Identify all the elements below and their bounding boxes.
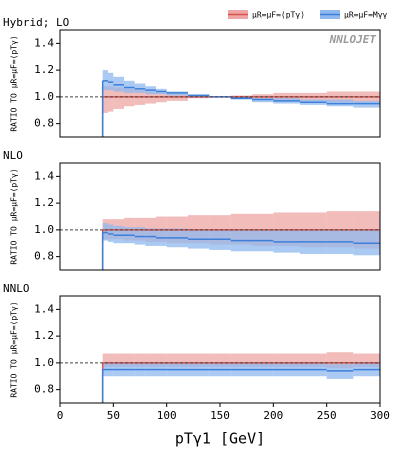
legend-label: μR=μF=Mγγ xyxy=(344,11,388,20)
uncertainty-band xyxy=(145,353,156,367)
y-axis-label: RATIO TO μR=μF=⟨pTγ⟩ xyxy=(10,35,19,131)
x-tick-label: 200 xyxy=(263,409,283,422)
panel-title: Hybrid; LO xyxy=(3,16,69,29)
uncertainty-band xyxy=(156,353,167,367)
uncertainty-band xyxy=(124,353,135,367)
uncertainty-band xyxy=(102,86,108,113)
uncertainty-band xyxy=(113,87,124,109)
uncertainty-band xyxy=(102,353,108,367)
x-axis-label: pTγ1 [GeV] xyxy=(175,430,265,448)
x-tick-label: 0 xyxy=(57,409,64,422)
y-tick-label: 0.8 xyxy=(34,117,54,130)
y-tick-label: 1.0 xyxy=(34,90,54,103)
y-tick-label: 1.0 xyxy=(34,356,54,369)
x-tick-label: 250 xyxy=(317,409,337,422)
watermark: NNLOJET xyxy=(329,33,377,46)
panel-title: NNLO xyxy=(3,282,30,295)
y-tick-label: 1.0 xyxy=(34,223,54,236)
y-tick-label: 1.4 xyxy=(34,302,54,315)
x-tick-label: 150 xyxy=(210,409,230,422)
y-tick-label: 0.8 xyxy=(34,383,54,396)
x-tick-label: 300 xyxy=(370,409,390,422)
plot-frame xyxy=(59,29,381,138)
x-tick-label: 100 xyxy=(157,409,177,422)
panel-title: NLO xyxy=(3,149,23,162)
uncertainty-band xyxy=(113,353,124,367)
plot-frame xyxy=(59,162,381,271)
uncertainty-band xyxy=(134,353,146,367)
y-axis-label: RATIO TO μR=μF=⟨pTγ⟩ xyxy=(10,168,19,264)
x-tick-label: 50 xyxy=(107,409,120,422)
uncertainty-band xyxy=(108,86,114,112)
legend-label: μR=μF=⟨pTγ⟩ xyxy=(252,11,305,20)
y-tick-label: 1.4 xyxy=(34,36,54,49)
uncertainty-band xyxy=(108,353,114,367)
y-tick-label: 1.4 xyxy=(34,169,54,182)
y-tick-label: 1.2 xyxy=(34,329,54,342)
y-tick-label: 0.8 xyxy=(34,250,54,263)
y-axis-label: RATIO TO μR=μF=⟨pTγ⟩ xyxy=(10,301,19,397)
plot-frame xyxy=(59,295,381,404)
y-tick-label: 1.2 xyxy=(34,196,54,209)
uncertainty-band xyxy=(326,352,354,369)
y-tick-label: 1.2 xyxy=(34,63,54,76)
